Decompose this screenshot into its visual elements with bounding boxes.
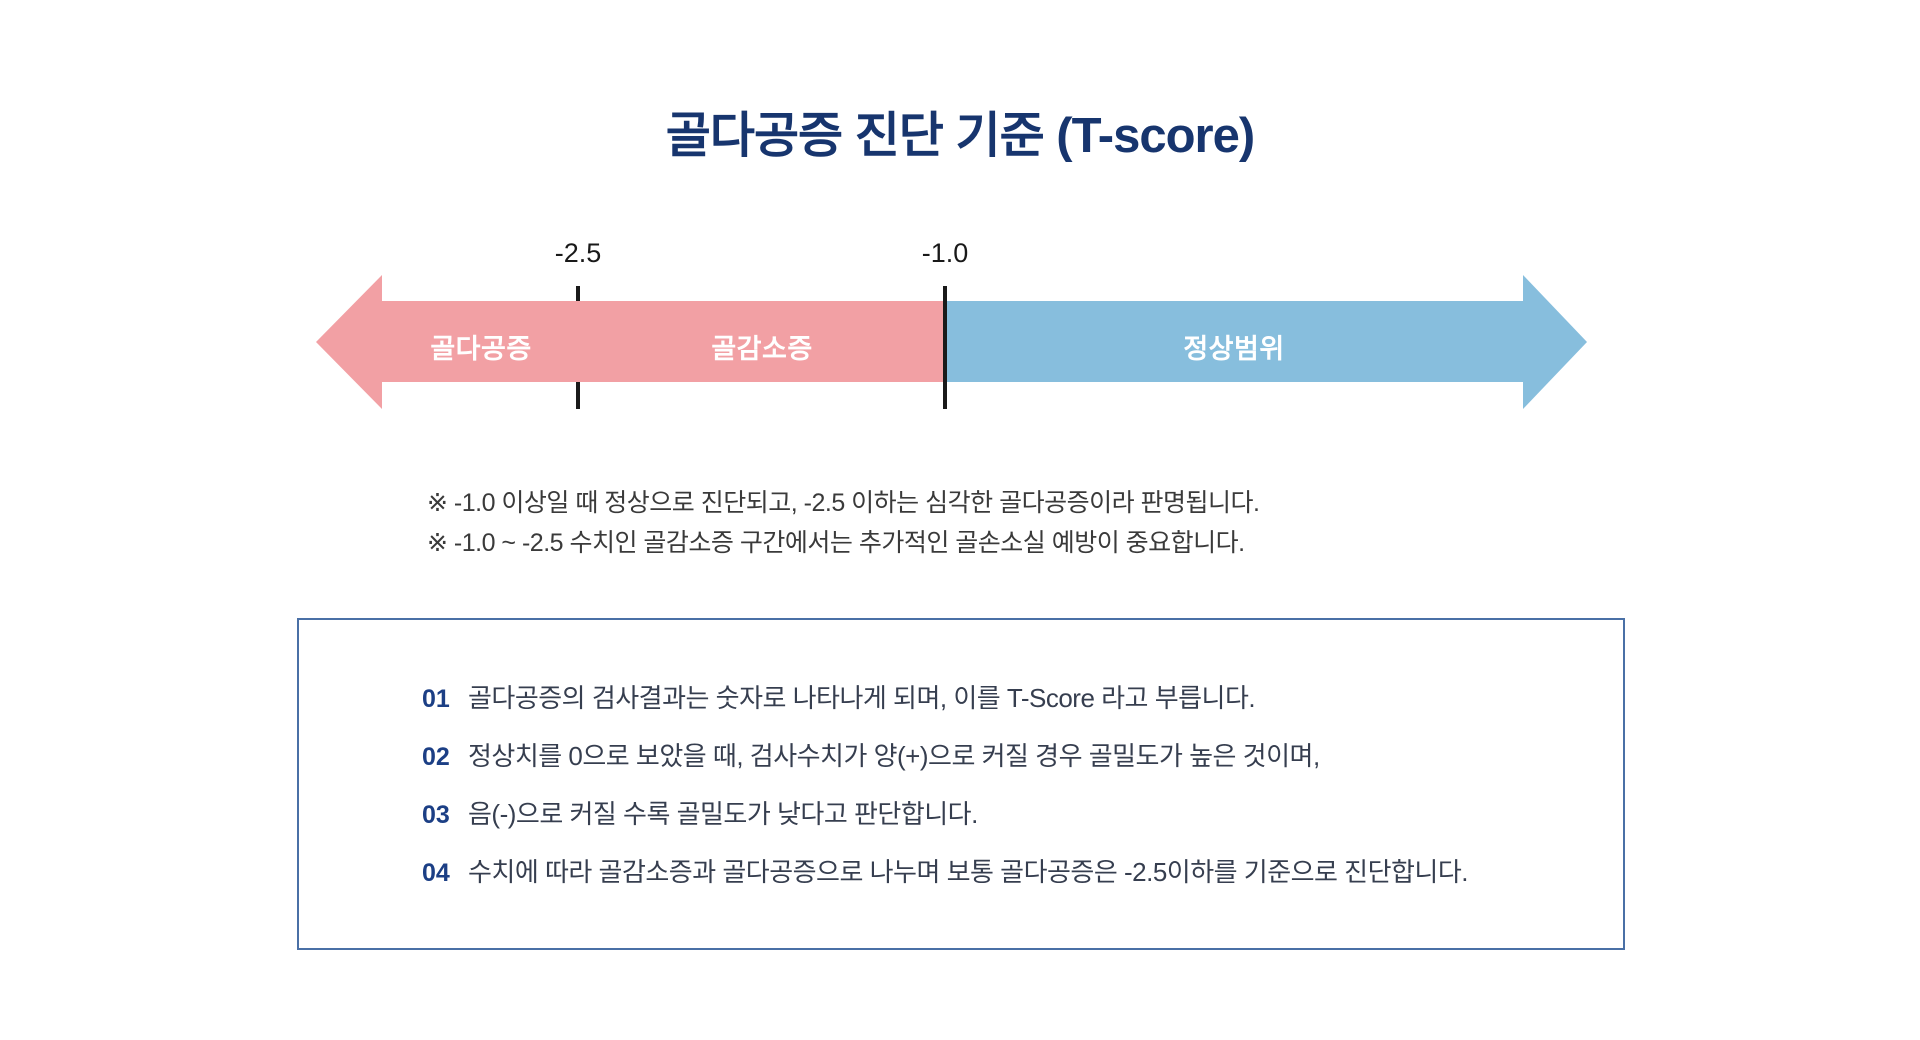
notes-block: ※ -1.0 이상일 때 정상으로 진단되고, -2.5 이하는 심각한 골다공…	[427, 483, 1260, 563]
list-item: 04 수치에 따라 골감소증과 골다공증으로 나누며 보통 골다공증은 -2.5…	[422, 852, 1583, 887]
list-item: 03 음(-)으로 커질 수록 골밀도가 낮다고 판단합니다.	[422, 794, 1583, 829]
list-item-text: 정상치를 0으로 보았을 때, 검사수치가 양(+)으로 커질 경우 골밀도가 …	[468, 741, 1320, 771]
tick-minus-2-5-lower	[576, 382, 580, 409]
list-item-number: 02	[422, 743, 450, 771]
note-line-1: ※ -1.0 이상일 때 정상으로 진단되고, -2.5 이하는 심각한 골다공…	[427, 489, 1260, 517]
note-line-2: ※ -1.0 ~ -2.5 수치인 골감소증 구간에서는 추가적인 골손소실 예…	[427, 529, 1245, 557]
list-item-text: 골다공증의 검사결과는 숫자로 나타나게 되며, 이를 T-Score 라고 부…	[468, 683, 1256, 713]
list-item-number: 04	[422, 859, 450, 887]
right-arrowhead-icon	[1523, 275, 1587, 409]
tick-minus-2-5-upper	[576, 286, 580, 301]
normal-range-bar	[945, 301, 1523, 382]
info-box: 01 골다공증의 검사결과는 숫자로 나타나게 되며, 이를 T-Score 라…	[297, 618, 1625, 950]
left-arrowhead-icon	[316, 275, 382, 409]
page-title: 골다공증 진단 기준 (T-score)	[665, 109, 1255, 163]
list-item: 01 골다공증의 검사결과는 숫자로 나타나게 되며, 이를 T-Score 라…	[422, 678, 1583, 713]
t-score-scale-diagram: -2.5 -1.0 골다공증 골감소증 정상범위	[0, 0, 1920, 440]
list-item: 02 정상치를 0으로 보았을 때, 검사수치가 양(+)으로 커질 경우 골밀…	[422, 736, 1583, 771]
list-item-text: 음(-)으로 커질 수록 골밀도가 낮다고 판단합니다.	[468, 799, 978, 829]
segment-label-normal: 정상범위	[1183, 334, 1285, 364]
tick-label-minus-2-5: -2.5	[554, 238, 602, 268]
tick-label-minus-1-0: -1.0	[921, 238, 969, 268]
segment-label-osteoporosis: 골다공증	[430, 334, 532, 364]
list-item-number: 03	[422, 801, 450, 829]
divider-minus-1-0	[943, 286, 947, 409]
list-item-number: 01	[422, 685, 450, 713]
segment-label-osteopenia: 골감소증	[711, 334, 813, 364]
list-item-text: 수치에 따라 골감소증과 골다공증으로 나누며 보통 골다공증은 -2.5이하를…	[468, 857, 1469, 887]
low-bone-density-bar	[382, 301, 945, 382]
